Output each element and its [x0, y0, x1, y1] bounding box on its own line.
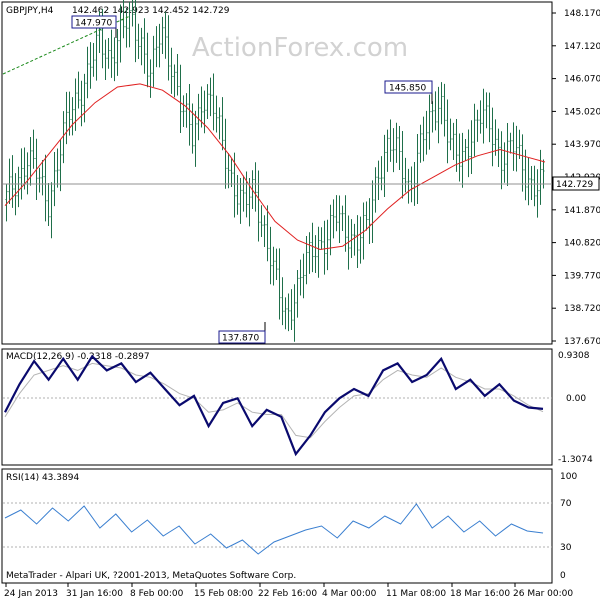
rsi-tick-100: 100: [560, 472, 577, 482]
macd-tick-zero: 0.00: [566, 394, 586, 404]
price-tick-label: 137.670: [564, 337, 600, 347]
macd-line: [4, 354, 544, 457]
price-tick-label: 140.820: [564, 239, 600, 249]
footer-copyright: MetaTrader - Alpari UK, ?2001-2013, Meta…: [6, 571, 296, 581]
price-tick-label: 139.770: [564, 271, 600, 281]
time-tick-label: 4 Mar 00:00: [322, 589, 377, 599]
macd-panel: MACD(12,26,9) -0.2318 -0.2897 0.9308 0.0…: [1, 348, 593, 466]
annotation-box-mid: [384, 80, 433, 94]
time-tick-label: 15 Feb 08:00: [194, 589, 253, 599]
time-tick-label: 8 Feb 00:00: [130, 589, 184, 599]
macd-panel-frame: [1, 348, 553, 466]
price-tick-label: 148.170: [564, 9, 600, 19]
symbol-label: GBPJPY,H4: [6, 6, 54, 16]
time-tick-label: 26 Mar 00:00: [513, 589, 573, 599]
macd-tick-bottom: -1.3074: [558, 455, 593, 465]
watermark: ActionForex.com: [192, 33, 408, 63]
rsi-title: RSI(14) 43.3894: [6, 473, 79, 483]
price-tick-label: 145.020: [564, 107, 600, 117]
rsi-panel-frame: [1, 468, 553, 584]
ohlc-values: 142.462 142.923 142.452 142.729: [72, 6, 230, 16]
time-tick-label: 24 Jan 2013: [4, 589, 58, 599]
price-panel: ActionForex.com GBPJPY,H4 142.462 142.92…: [1, 0, 600, 347]
price-tick-label: 146.070: [564, 75, 600, 85]
moving-average-line: [4, 83, 546, 251]
time-tick-label: 22 Feb 16:00: [258, 589, 317, 599]
macd-tick-top: 0.9308: [558, 351, 590, 361]
time-tick-label: 31 Jan 16:00: [66, 589, 123, 599]
rsi-tick-70: 70: [560, 499, 572, 509]
annotation-box-high: [71, 15, 117, 29]
macd-title: MACD(12,26,9) -0.2318 -0.2897: [6, 352, 150, 362]
rsi-tick-0: 0: [560, 571, 566, 581]
price-panel-frame: [1, 1, 553, 345]
time-axis: 24 Jan 2013 31 Jan 16:00 8 Feb 00:00 15 Feb…: [4, 583, 573, 599]
time-tick-label: 18 Mar 16:00: [450, 589, 510, 599]
price-tick-label: 138.720: [564, 304, 600, 314]
time-tick-label: 11 Mar 08:00: [386, 589, 446, 599]
price-tick-label: 141.870: [564, 206, 600, 216]
rsi-panel: RSI(14) 43.3894 100 70 30 0 MetaTrader -…: [1, 468, 577, 584]
annotation-label-high: 147.970: [75, 19, 112, 29]
current-price-box: [552, 176, 600, 191]
price-tick-label: 143.970: [564, 140, 600, 150]
annotation-label-low: 137.870: [222, 334, 259, 344]
current-price-label: 142.729: [556, 180, 593, 190]
annotation-box-low: [218, 330, 266, 344]
rsi-tick-30: 30: [560, 543, 572, 553]
rsi-line: [4, 503, 544, 555]
annotation-label-mid: 145.850: [389, 84, 426, 94]
price-tick-label: 147.120: [564, 42, 600, 52]
